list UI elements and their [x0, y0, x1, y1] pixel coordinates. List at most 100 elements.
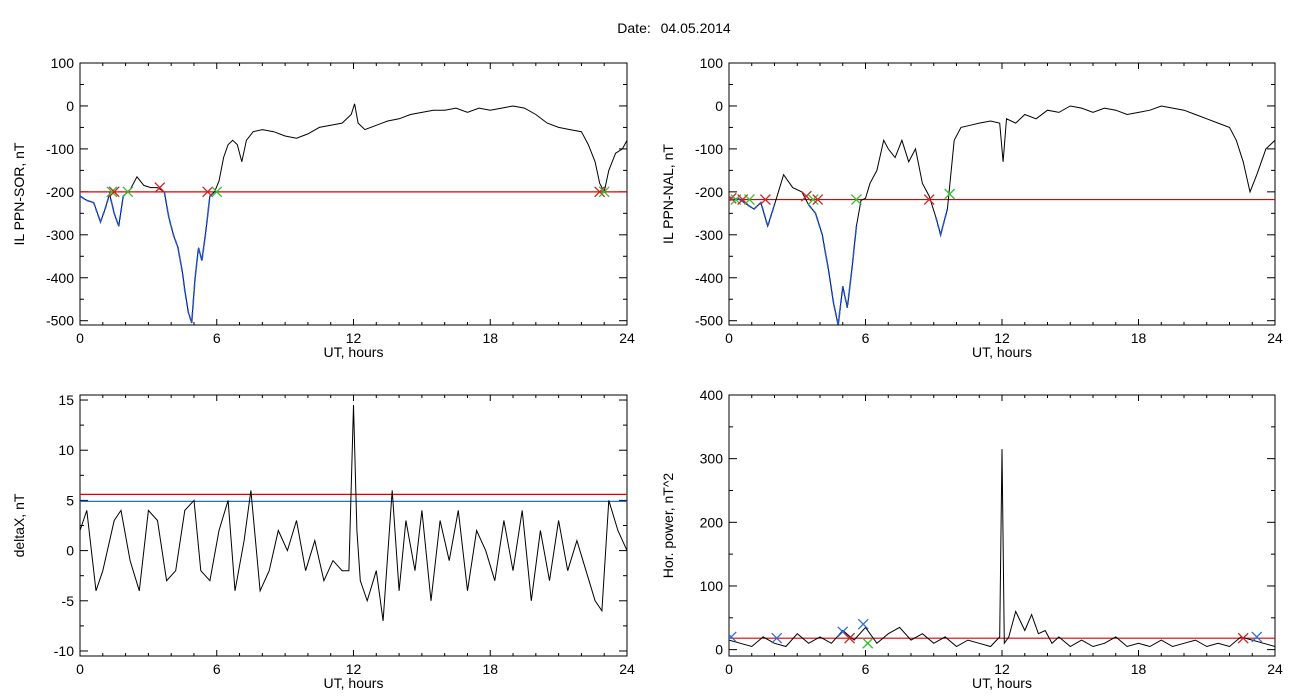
y-tick-label: 300: [700, 451, 724, 467]
plot-area: [729, 449, 1275, 649]
event-marker: [744, 194, 755, 206]
page-title: Date: 04.05.2014: [0, 20, 1300, 36]
highlight-segment: [80, 189, 131, 227]
y-tick-label: 100: [700, 578, 724, 594]
event-marker: [211, 186, 223, 198]
y-tick-label: 10: [58, 442, 74, 458]
y-axis-label: Hor. power, nT^2: [660, 473, 676, 579]
x-tick-label: 24: [1267, 661, 1283, 677]
y-tick-label: 5: [66, 492, 74, 508]
x-axis-label: UT, hours: [972, 344, 1032, 360]
y-tick-label: 400: [700, 387, 724, 403]
y-axis-label: deltaX, nT: [11, 493, 27, 557]
x-tick-label: 6: [862, 330, 870, 346]
plot-frame: [79, 394, 628, 657]
marker-stroke: [862, 637, 874, 649]
marker-stroke: [729, 192, 737, 202]
marker-stroke: [106, 186, 118, 198]
chart-deltax: 0 6 12 18 24 15 10 5 0 -5 -10 UT, hours deltaX, nT: [11, 392, 635, 691]
marker-stroke: [759, 194, 771, 206]
y-tick-label: 0: [715, 98, 723, 114]
x-tick-label: 24: [619, 661, 635, 677]
x-tick-label: 24: [1267, 330, 1283, 346]
highlight-segment: [935, 208, 949, 238]
x-axis-label: UT, hours: [324, 344, 384, 360]
marker-stroke: [1251, 631, 1263, 643]
event-marker: [862, 637, 874, 649]
series-line: [80, 404, 627, 621]
marker-stroke: [812, 194, 824, 206]
series-line: [80, 103, 627, 324]
x-tick-label: 18: [1131, 330, 1147, 346]
event-marker: [812, 194, 824, 206]
marker-stroke: [744, 194, 755, 206]
marker-stroke: [202, 186, 214, 198]
y-tick-label: 15: [58, 392, 74, 408]
y-tick-label: 100: [700, 55, 724, 71]
marker-stroke: [857, 618, 869, 630]
y-tick-label: -500: [46, 313, 74, 329]
marker-stroke: [837, 626, 849, 638]
event-marker: [850, 194, 862, 206]
marker-stroke: [800, 190, 812, 202]
plot-frame: [728, 62, 1276, 326]
x-tick-label: 6: [213, 661, 221, 677]
event-marker: [122, 186, 134, 198]
chart-il-ppn-sor: 0 6 12 18 24 100 0 -100 -200 -300 -400 -500 UT, hour…: [11, 55, 635, 360]
marker-stroke: [1237, 632, 1249, 644]
y-tick-label: -200: [46, 184, 74, 200]
marker-stroke: [211, 186, 223, 198]
y-tick-label: -10: [54, 643, 74, 659]
marker-stroke: [729, 631, 737, 641]
date-value: 04.05.2014: [660, 20, 731, 36]
x-tick-label: 24: [619, 330, 635, 346]
plot-area: [729, 105, 1275, 325]
y-tick-label: -100: [695, 141, 723, 157]
event-marker: [202, 186, 214, 198]
x-tick-label: 12: [346, 330, 362, 346]
event-marker: [1237, 632, 1249, 644]
y-tick-label: 200: [700, 514, 724, 530]
event-marker: [944, 188, 956, 200]
event-marker: [923, 194, 935, 206]
marker-stroke: [154, 182, 166, 194]
y-tick-label: -5: [62, 593, 75, 609]
highlight-segment: [729, 197, 776, 229]
event-marker: [154, 182, 166, 194]
marker-stroke: [944, 188, 956, 200]
marker-stroke: [594, 186, 606, 198]
y-tick-label: -400: [695, 270, 723, 286]
marker-stroke: [923, 194, 935, 206]
event-marker: [729, 631, 737, 643]
event-marker: [807, 194, 819, 206]
y-tick-label: -200: [695, 184, 723, 200]
event-marker: [759, 194, 771, 206]
x-axis-label: UT, hours: [324, 675, 384, 691]
event-marker: [771, 632, 783, 644]
x-tick-label: 12: [346, 661, 362, 677]
highlight-segment: [163, 191, 216, 324]
date-label: Date:: [617, 20, 651, 36]
x-tick-label: 0: [76, 330, 84, 346]
series-line: [729, 449, 1275, 648]
marker-stroke: [108, 186, 120, 198]
x-tick-label: 12: [994, 330, 1010, 346]
event-marker: [1251, 631, 1263, 643]
y-tick-label: 0: [715, 642, 723, 658]
event-marker: [108, 186, 120, 198]
y-tick-label: -300: [695, 227, 723, 243]
y-tick-label: -100: [46, 141, 74, 157]
marker-stroke: [807, 194, 819, 206]
y-tick-label: -400: [46, 270, 74, 286]
plot-area: [80, 103, 627, 324]
x-tick-label: 0: [725, 330, 733, 346]
plot-area: [80, 404, 627, 621]
marker-stroke: [771, 632, 783, 644]
x-tick-label: 6: [862, 661, 870, 677]
x-tick-label: 0: [76, 661, 84, 677]
y-tick-label: -300: [46, 227, 74, 243]
y-axis-label: IL PPN-SOR, nT: [11, 142, 27, 245]
event-marker: [800, 190, 812, 202]
y-tick-label: 0: [66, 543, 74, 559]
event-marker: [594, 186, 606, 198]
